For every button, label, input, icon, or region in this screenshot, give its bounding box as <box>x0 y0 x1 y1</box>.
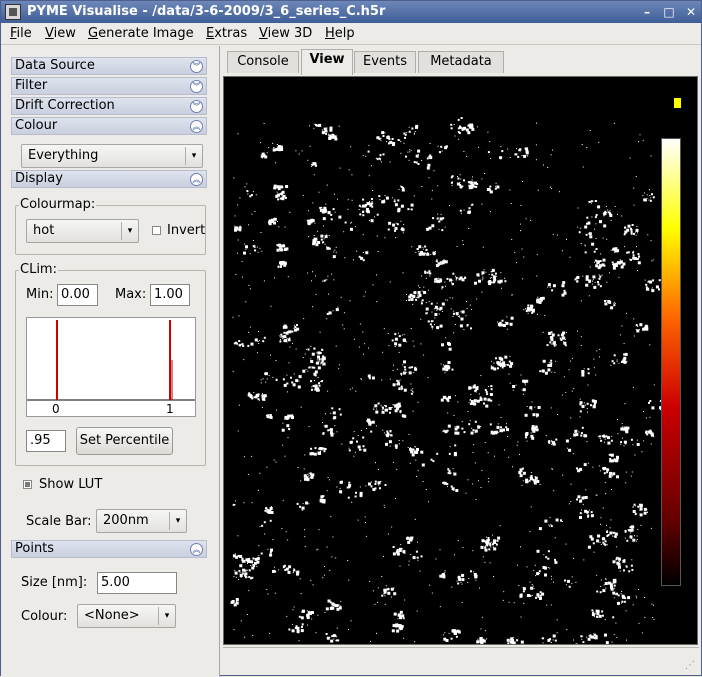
expand-icon[interactable]: ︾ <box>190 60 203 73</box>
menu-file[interactable]: File <box>10 26 32 41</box>
view-tabs: Console View Events Metadata <box>223 49 701 75</box>
point-size-label: Size [nm]: <box>21 575 87 590</box>
section-display[interactable]: Display ︽ <box>11 170 207 188</box>
point-size-field[interactable]: 5.00 <box>97 572 177 594</box>
percentile-field[interactable]: .95 <box>26 430 66 452</box>
menu-view-3d[interactable]: View 3D <box>259 26 312 41</box>
section-drift-correction[interactable]: Drift Correction ︾ <box>11 97 207 115</box>
max-field[interactable]: 1.00 <box>150 284 190 306</box>
dropdown-arrow-icon[interactable]: ▾ <box>185 147 202 165</box>
min-field[interactable]: 0.00 <box>57 284 98 306</box>
clim-histogram[interactable]: 0 1 <box>26 317 196 417</box>
window-title: PYME Visualise - /data/3-6-2009/3_6_seri… <box>27 4 385 19</box>
scale-bar-label: Scale Bar: <box>26 514 92 529</box>
status-bar: ⋰ <box>223 647 699 673</box>
menu-help[interactable]: Help <box>325 26 355 41</box>
section-colour[interactable]: Colour ︽ <box>11 117 207 135</box>
collapse-icon[interactable]: ︽ <box>190 543 203 556</box>
menu-bar: File View Generate Image Extras View 3D … <box>1 23 701 45</box>
section-filter[interactable]: Filter ︾ <box>11 77 207 95</box>
close-button[interactable]: ✕ <box>683 4 699 20</box>
show-lut-label: Show LUT <box>39 477 102 492</box>
lut-colour-bar <box>661 138 681 586</box>
invert-checkbox[interactable] <box>152 226 161 235</box>
max-label: Max: <box>115 287 146 302</box>
control-panel: Data Source ︾ Filter ︾ Drift Correction … <box>1 46 220 677</box>
point-colour-label: Colour: <box>21 609 67 624</box>
tab-console[interactable]: Console <box>227 51 299 73</box>
point-colour-select[interactable]: <None> ▾ <box>77 604 176 628</box>
collapse-icon[interactable]: ︽ <box>190 173 203 186</box>
scale-bar-select[interactable]: 200nm ▾ <box>96 509 187 533</box>
colourmap-select[interactable]: hot ▾ <box>26 219 139 243</box>
invert-label: Invert <box>167 223 205 238</box>
tab-view[interactable]: View <box>301 49 353 75</box>
maximize-button[interactable]: □ <box>661 4 677 20</box>
menu-generate-image[interactable]: Generate Image <box>88 26 194 41</box>
min-label: Min: <box>26 287 53 302</box>
localisation-points <box>224 77 698 645</box>
histogram-tick-0: 0 <box>52 402 60 416</box>
collapse-icon[interactable]: ︽ <box>190 120 203 133</box>
colourmap-title: Colourmap: <box>19 197 96 212</box>
dropdown-arrow-icon[interactable]: ▾ <box>121 222 138 240</box>
point-render-view[interactable] <box>223 76 698 645</box>
section-data-source[interactable]: Data Source ︾ <box>11 57 207 75</box>
histogram-tick-1: 1 <box>166 402 174 416</box>
resize-grip-icon[interactable]: ⋰ <box>685 660 695 671</box>
clim-title: CLim: <box>19 262 58 277</box>
minimize-button[interactable]: – <box>639 4 655 20</box>
set-percentile-button[interactable]: Set Percentile <box>76 427 173 455</box>
scale-bar <box>674 98 681 108</box>
menu-extras[interactable]: Extras <box>206 26 247 41</box>
dropdown-arrow-icon[interactable]: ▾ <box>158 607 175 625</box>
app-icon[interactable] <box>5 4 21 20</box>
title-bar[interactable]: PYME Visualise - /data/3-6-2009/3_6_seri… <box>1 1 701 23</box>
colour-channel-select[interactable]: Everything ▾ <box>21 144 203 168</box>
section-points[interactable]: Points ︽ <box>11 540 207 558</box>
show-lut-checkbox[interactable] <box>23 480 32 489</box>
menu-view[interactable]: View <box>45 26 76 41</box>
expand-icon[interactable]: ︾ <box>190 100 203 113</box>
tab-events[interactable]: Events <box>354 51 416 73</box>
tab-metadata[interactable]: Metadata <box>418 51 504 73</box>
dropdown-arrow-icon[interactable]: ▾ <box>169 512 186 530</box>
expand-icon[interactable]: ︾ <box>190 80 203 93</box>
